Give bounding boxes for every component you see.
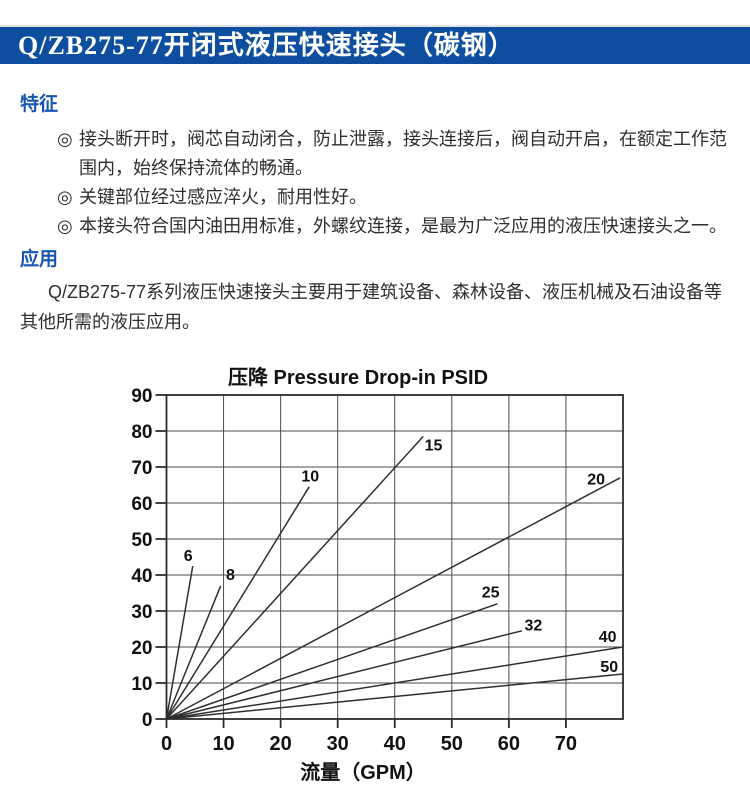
feature-text: 接头断开时，阀芯自动闭合，防止泄露，接头连接后，阀自动开启，在额定工作范 围内，…	[79, 129, 727, 178]
series-label-10: 10	[301, 469, 319, 486]
page-title: Q/ZB275-77开闭式液压快速接头（碳钢）	[18, 31, 515, 60]
series-label-8: 8	[226, 567, 235, 584]
series-line-50	[166, 673, 624, 720]
series-label-15: 15	[425, 437, 443, 454]
series-line-32	[166, 630, 523, 720]
x-tick-label: 40	[384, 733, 406, 755]
y-tick-label: 50	[131, 530, 152, 551]
series-line-8	[165, 585, 222, 720]
y-tick-label: 30	[131, 602, 152, 623]
x-tick-label: 0	[161, 733, 172, 755]
y-tick-label: 40	[131, 566, 152, 587]
series-label-25: 25	[482, 584, 500, 601]
series-line-10	[165, 486, 310, 720]
series-line-15	[165, 435, 424, 720]
feature-text: 本接头符合国内油田用标准，外螺纹连接，是最为广泛应用的液压快速接头之一。	[79, 216, 727, 236]
x-tick-label: 30	[327, 733, 349, 755]
x-tick-label: 10	[212, 733, 234, 755]
chart-canvas: 0 10 20 30 40 50 60 70 0 10 20 30 40 50 60 70 80 90 6 8 10 15…	[131, 386, 624, 784]
chart-title: 压降 Pressure Drop-in PSID	[227, 367, 489, 389]
page-title-banner: Q/ZB275-77开闭式液压快速接头（碳钢）	[0, 27, 750, 64]
series-label-40: 40	[599, 629, 617, 646]
y-tick-label: 10	[131, 674, 152, 695]
series-line-20	[166, 477, 621, 720]
application-text: Q/ZB275-77系列液压快速接头主要用于建筑设备、森林设备、液压机械及石油设…	[20, 282, 723, 332]
x-tick-label: 60	[498, 733, 520, 755]
series-line-25	[166, 603, 498, 720]
pressure-drop-chart: 压降 Pressure Drop-in PSID 0 10 20 30 40 50 60 70…	[0, 355, 750, 797]
feature-text: 关键部位经过感应淬火，耐用性好。	[79, 187, 367, 207]
series-label-32: 32	[525, 617, 543, 634]
list-item: ◎ 关键部位经过感应淬火，耐用性好。	[20, 183, 739, 212]
y-tick-label: 20	[131, 638, 152, 659]
x-tick-label: 70	[555, 733, 577, 755]
y-tick-label: 80	[131, 422, 152, 443]
y-tick-label: 60	[131, 494, 152, 515]
y-tick-label: 70	[131, 458, 152, 479]
list-item: ◎ 接头断开时，阀芯自动闭合，防止泄露，接头连接后，阀自动开启，在额定工作范 围…	[20, 125, 739, 183]
y-tick-label: 90	[131, 386, 152, 407]
series-label-50: 50	[600, 659, 618, 676]
features-list: ◎ 接头断开时，阀芯自动闭合，防止泄露，接头连接后，阀自动开启，在额定工作范 围…	[20, 125, 739, 241]
series-line-6	[165, 565, 194, 720]
list-item: ◎ 本接头符合国内油田用标准，外螺纹连接，是最为广泛应用的液压快速接头之一。	[20, 212, 739, 241]
y-tick-label: 0	[142, 710, 153, 731]
bullseye-bullet-icon: ◎	[57, 187, 73, 207]
series-label-6: 6	[184, 548, 193, 565]
top-divider	[0, 0, 750, 27]
x-tick-label: 20	[270, 733, 292, 755]
series-label-20: 20	[587, 472, 605, 489]
section-features-heading: 特征	[20, 94, 59, 115]
x-tick-label: 50	[441, 733, 463, 755]
series-line-40	[166, 646, 624, 720]
section-application-heading: 应用	[20, 249, 59, 270]
x-axis-title: 流量（GPM）	[300, 760, 426, 784]
content-area: 特征 ◎ 接头断开时，阀芯自动闭合，防止泄露，接头连接后，阀自动开启，在额定工作…	[0, 64, 750, 337]
bullseye-bullet-icon: ◎	[57, 129, 73, 149]
bullseye-bullet-icon: ◎	[57, 216, 73, 236]
